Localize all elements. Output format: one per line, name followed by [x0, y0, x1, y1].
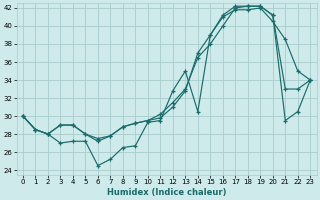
X-axis label: Humidex (Indice chaleur): Humidex (Indice chaleur) — [107, 188, 226, 197]
